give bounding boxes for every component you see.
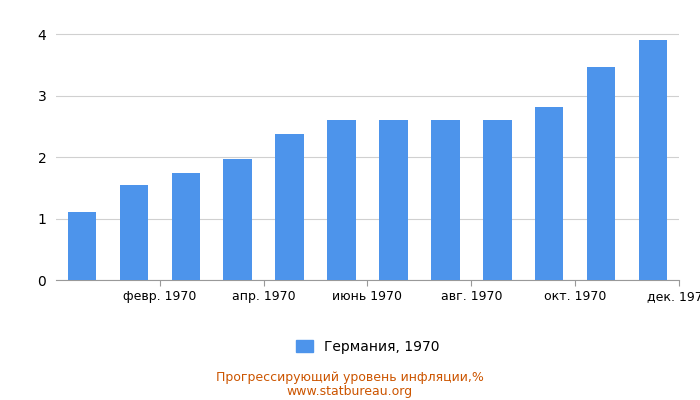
Bar: [431, 120, 460, 280]
Bar: [639, 40, 667, 280]
Bar: [275, 134, 304, 280]
Bar: [68, 212, 96, 280]
Bar: [223, 159, 252, 280]
Bar: [379, 120, 407, 280]
Legend: Германия, 1970: Германия, 1970: [290, 334, 444, 360]
Text: Прогрессирующий уровень инфляции,%: Прогрессирующий уровень инфляции,%: [216, 372, 484, 384]
Bar: [587, 67, 615, 280]
Bar: [535, 107, 564, 280]
Bar: [328, 120, 356, 280]
Bar: [120, 185, 148, 280]
Text: www.statbureau.org: www.statbureau.org: [287, 385, 413, 398]
Bar: [483, 120, 512, 280]
Bar: [172, 172, 200, 280]
